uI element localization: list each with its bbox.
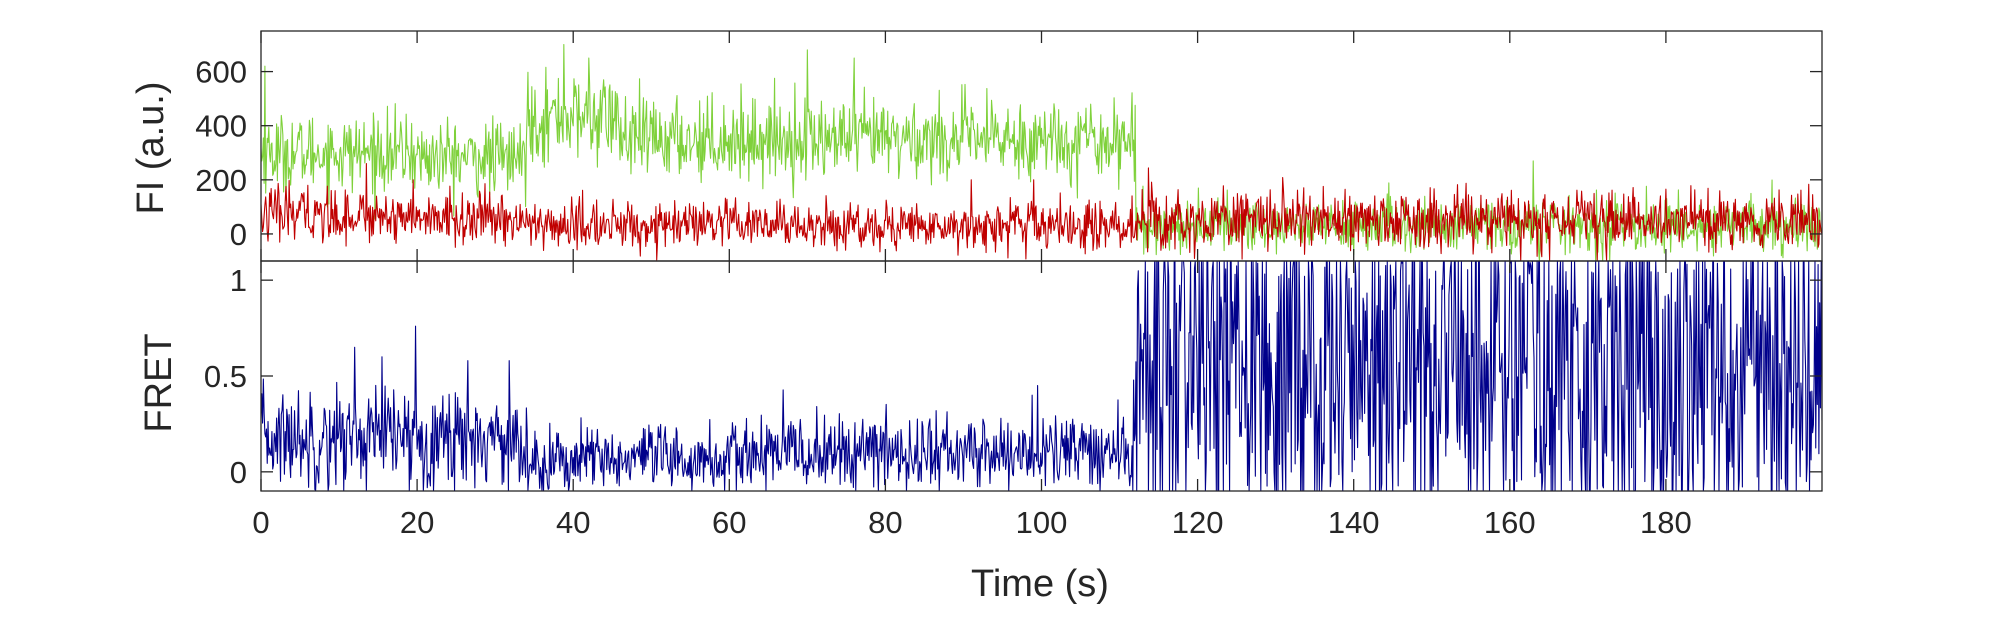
fret-series-line — [261, 261, 1822, 491]
fret-panel: 0 0.5 1 0 20 40 60 80 100 120 140 160 180 — [204, 260, 1823, 540]
x-tick-label: 180 — [1640, 505, 1692, 540]
y-tick-label: 200 — [195, 163, 247, 198]
y-tick-label: 0 — [230, 217, 247, 252]
y-tick-label: 0 — [230, 455, 247, 490]
y-tick-label: 400 — [195, 109, 247, 144]
acceptor-series-line — [261, 163, 1822, 261]
x-tick-label: 20 — [400, 505, 434, 540]
fluorescence-panel: 0 200 400 600 — [195, 30, 1823, 262]
x-tick-label: 0 — [252, 505, 269, 540]
x-tick-label: 120 — [1172, 505, 1224, 540]
fluorescence-y-axis-label: FI (a.u.) — [130, 81, 172, 214]
y-tick-label: 1 — [230, 263, 247, 298]
x-axis-label: Time (s) — [971, 563, 1109, 605]
x-tick-label: 40 — [556, 505, 590, 540]
x-tick-label: 60 — [712, 505, 746, 540]
y-tick-label: 600 — [195, 55, 247, 90]
fret-y-axis-label: FRET — [138, 333, 180, 432]
x-tick-label: 160 — [1484, 505, 1536, 540]
y-tick-label: 0.5 — [204, 359, 247, 394]
x-tick-label: 100 — [1016, 505, 1068, 540]
x-tick-label: 80 — [868, 505, 902, 540]
x-tick-label: 140 — [1328, 505, 1380, 540]
